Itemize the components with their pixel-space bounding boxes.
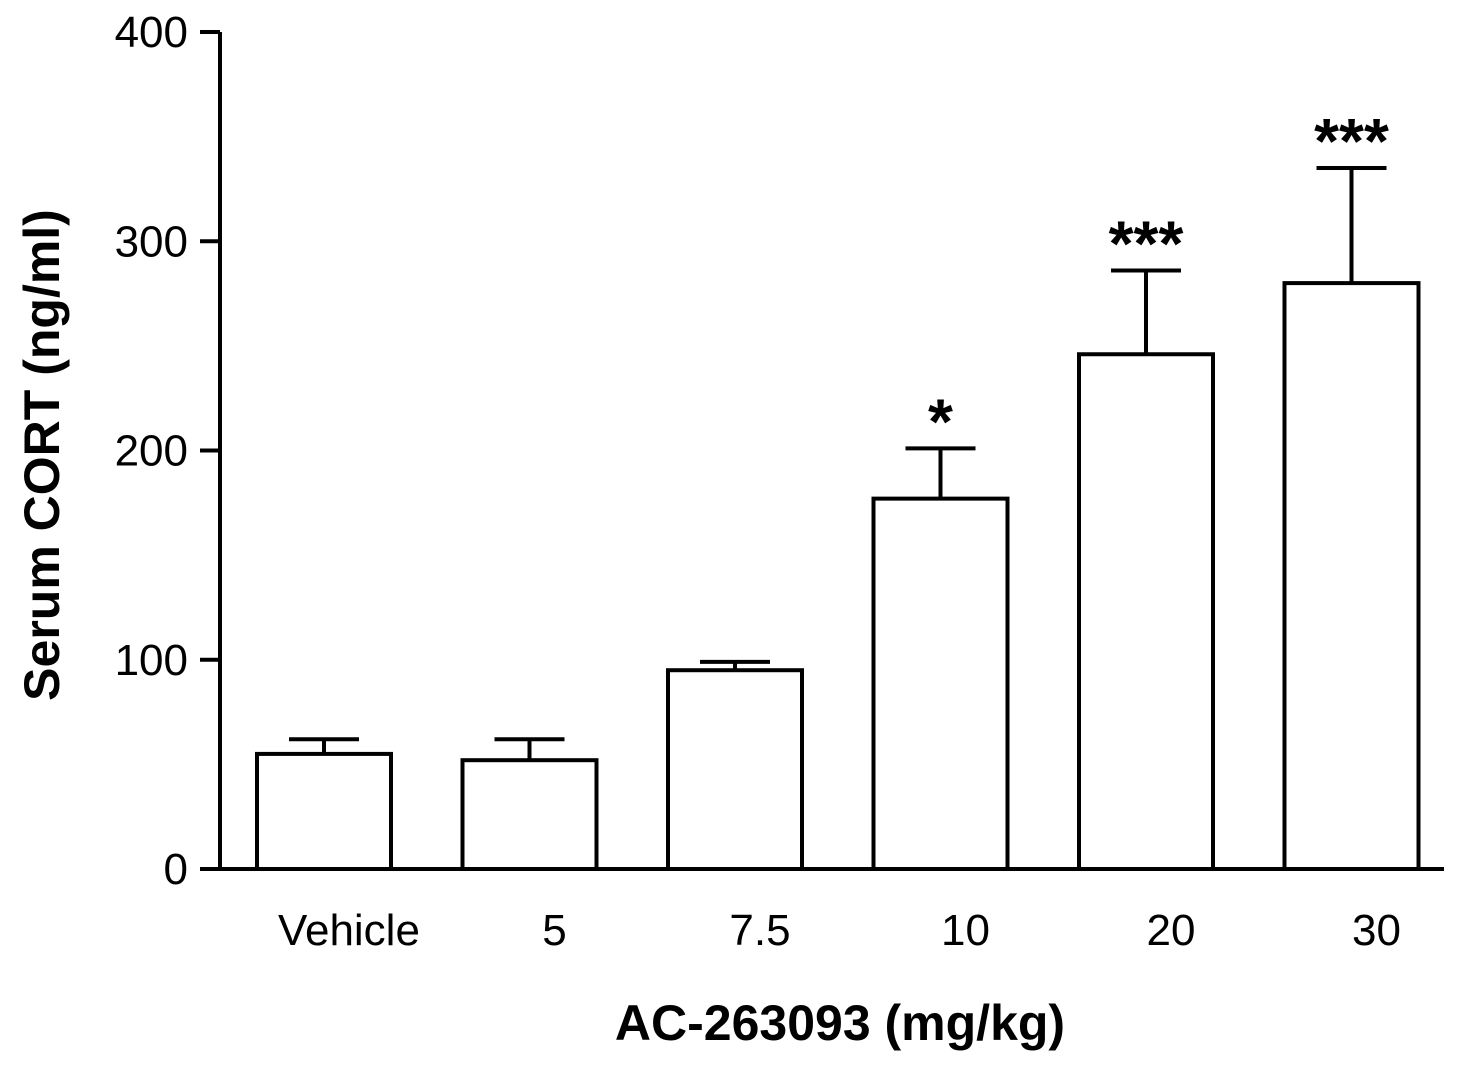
x-tick-label: 7.5 [729,906,790,955]
bar [666,668,804,872]
bar [871,496,1010,871]
bar [255,751,393,871]
axes [200,32,1444,871]
bars [255,281,1421,872]
significance-labels: ******* [928,105,1389,457]
x-tick-labels: Vehicle 5 7.5 10 20 30 [278,906,1401,955]
bar [1282,281,1421,872]
y-tick-label: 0 [164,845,188,894]
x-tick-label: Vehicle [278,906,420,955]
significance-label: * [928,385,953,457]
bar [1077,352,1215,871]
x-tick-label: 5 [542,906,566,955]
bar [460,758,599,871]
y-tick-label: 400 [115,8,188,57]
y-ticks: 0 100 200 300 400 [115,8,220,894]
y-axis-title: Serum CORT (ng/ml) [14,209,70,701]
significance-label: *** [1314,105,1389,177]
x-tick-label: 30 [1352,906,1401,955]
x-tick-label: 20 [1147,906,1196,955]
y-tick-label: 300 [115,217,188,266]
x-tick-label: 10 [941,906,990,955]
significance-label: *** [1109,208,1184,280]
y-tick-label: 200 [115,427,188,476]
y-tick-label: 100 [115,636,188,685]
x-axis-title: AC-263093 (mg/kg) [615,995,1065,1051]
error-bars [289,166,1387,761]
